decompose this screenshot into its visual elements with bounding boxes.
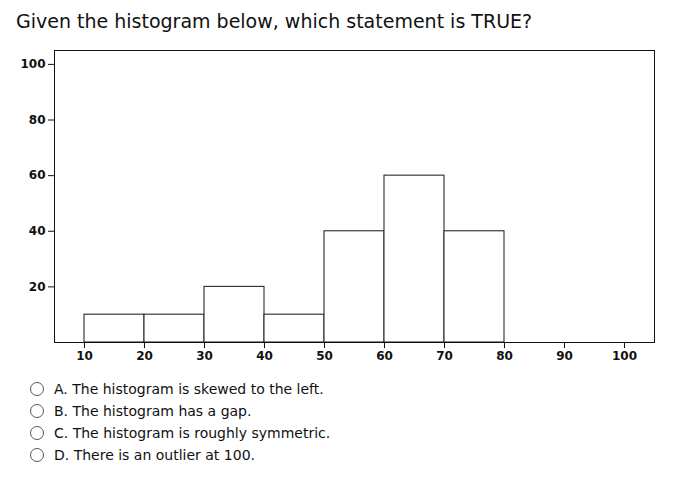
svg-text:60: 60 [376, 349, 393, 363]
svg-text:40: 40 [256, 349, 273, 363]
svg-text:50: 50 [316, 349, 333, 363]
svg-text:60: 60 [29, 168, 46, 182]
svg-text:70: 70 [436, 349, 453, 363]
svg-text:20: 20 [136, 349, 153, 363]
svg-text:20: 20 [29, 280, 46, 294]
svg-text:80: 80 [29, 113, 46, 127]
html-text:C. The histogram is roughly sy: C. The histogram is roughly symmetric. [54, 425, 331, 441]
svg-text:100: 100 [612, 349, 637, 363]
svg-text:10: 10 [76, 349, 93, 363]
svg-text:90: 90 [556, 349, 573, 363]
svg-text:100: 100 [20, 57, 45, 71]
html-text:A. The histogram is skewed to: A. The histogram is skewed to the left. [54, 381, 324, 397]
svg-text:40: 40 [29, 224, 46, 238]
svg-text:80: 80 [496, 349, 513, 363]
html-text:B. The histogram has a gap.: B. The histogram has a gap. [54, 403, 252, 419]
html-text:D. There is an outlier at 100.: D. There is an outlier at 100. [54, 447, 255, 463]
svg-text:30: 30 [196, 349, 213, 363]
html-text:Given the histogram below, whi: Given the histogram below, which stateme… [16, 10, 533, 32]
